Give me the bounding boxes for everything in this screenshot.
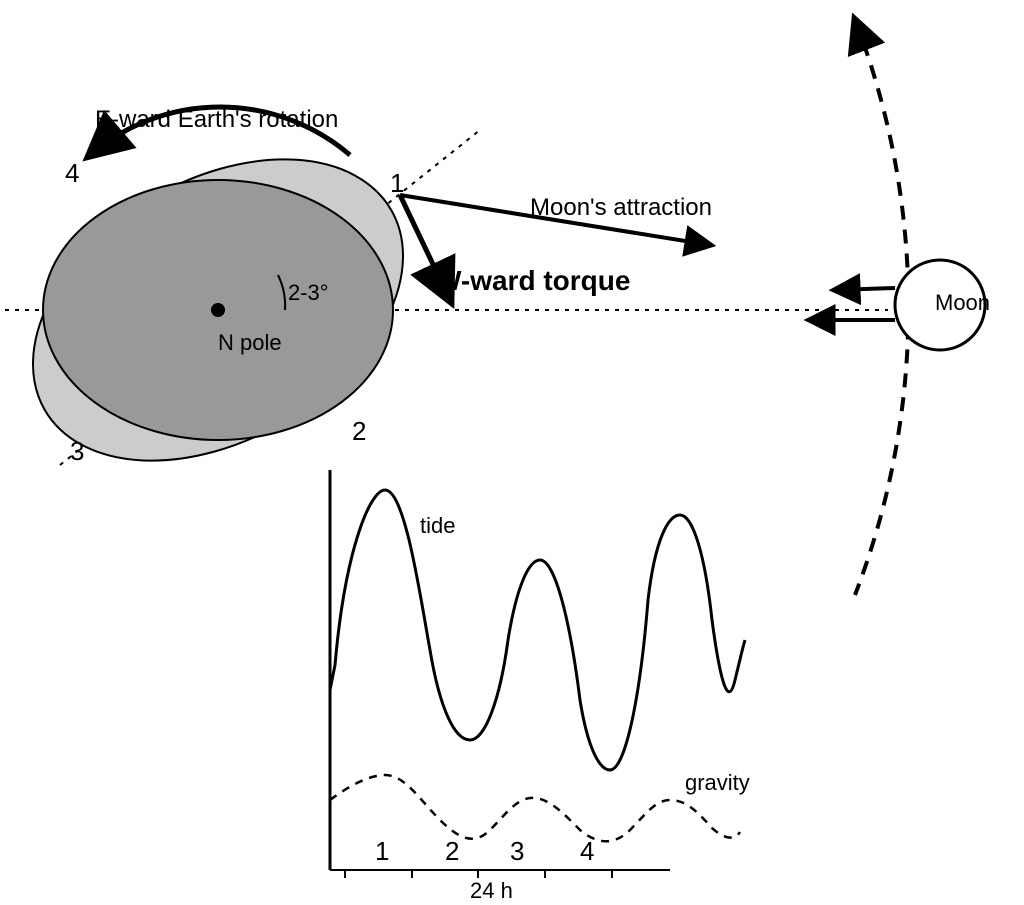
chart-mark-4: 4	[580, 836, 594, 866]
tide-curve	[330, 490, 745, 770]
pole-label: N pole	[218, 330, 282, 355]
bulge-mark-3: 3	[70, 436, 84, 466]
angle-label: 2-3°	[288, 280, 329, 305]
north-pole-dot	[211, 303, 225, 317]
gravity-curve	[330, 775, 740, 841]
gravity-label: gravity	[685, 770, 750, 795]
torque-label: W-ward torque	[435, 265, 630, 296]
rotation-label: E-ward Earth's rotation	[95, 106, 338, 133]
bulge-mark-4: 4	[65, 158, 79, 188]
chart-mark-2: 2	[445, 836, 459, 866]
bulge-mark-1: 1	[390, 168, 404, 198]
moon-label: Moon	[935, 290, 990, 315]
tide-label: tide	[420, 513, 455, 538]
xaxis-label: 24 h	[470, 878, 513, 903]
moon-pull-top-arrow	[835, 288, 895, 290]
chart-ticks	[345, 870, 612, 878]
attraction-label: Moon's attraction	[530, 194, 712, 221]
diagram-root: E-ward Earth's rotation Moon's attractio…	[0, 0, 1024, 905]
chart-mark-1: 1	[375, 836, 389, 866]
bulge-mark-2: 2	[352, 416, 366, 446]
chart-mark-3: 3	[510, 836, 524, 866]
